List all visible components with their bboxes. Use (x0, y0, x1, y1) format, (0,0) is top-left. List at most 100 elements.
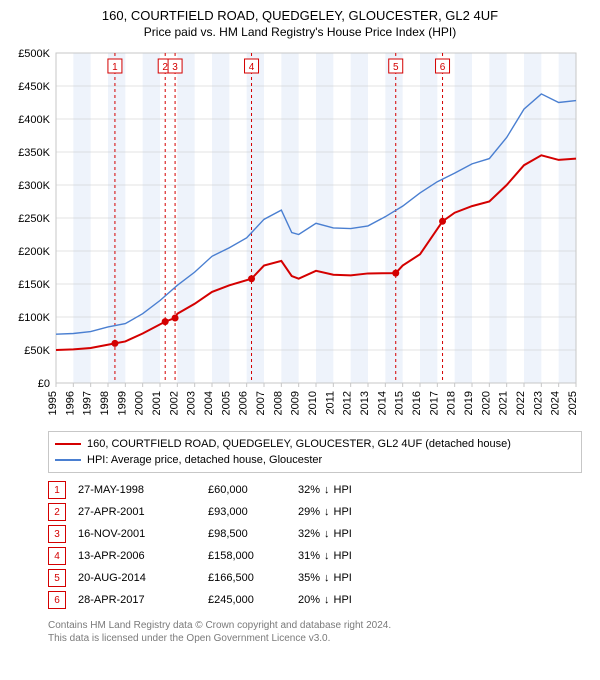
y-axis-label: £100K (18, 312, 50, 324)
y-axis-label: £50K (24, 345, 50, 357)
x-axis-label: 2025 (567, 391, 579, 415)
x-axis-label: 2016 (411, 391, 423, 415)
down-arrow-icon: ↓ (324, 484, 330, 496)
x-axis-label: 2005 (220, 391, 232, 415)
x-axis-label: 2006 (238, 391, 250, 415)
x-axis-label: 2013 (359, 391, 371, 415)
y-axis-label: £0 (38, 378, 50, 390)
legend-swatch (55, 459, 81, 461)
x-axis-label: 2020 (480, 391, 492, 415)
sale-marker (392, 270, 399, 277)
sale-marker (162, 318, 169, 325)
row-price: £93,000 (208, 506, 298, 518)
row-badge: 5 (48, 569, 66, 587)
sale-marker (439, 218, 446, 225)
x-axis-label: 1999 (116, 391, 128, 415)
x-axis-label: 2003 (186, 391, 198, 415)
price-chart: £0£50K£100K£150K£200K£250K£300K£350K£400… (8, 43, 592, 423)
sale-marker (111, 340, 118, 347)
legend-item: 160, COURTFIELD ROAD, QUEDGELEY, GLOUCES… (55, 436, 575, 452)
down-arrow-icon: ↓ (324, 528, 330, 540)
x-axis-label: 2017 (428, 391, 440, 415)
down-arrow-icon: ↓ (324, 506, 330, 518)
table-row: 5 20-AUG-2014£166,50035%↓HPI (48, 567, 582, 589)
footer-line: This data is licensed under the Open Gov… (48, 632, 582, 645)
legend-label: HPI: Average price, detached house, Glou… (87, 452, 322, 468)
y-axis-label: £300K (18, 180, 50, 192)
row-pct: 32%↓HPI (298, 528, 408, 540)
row-pct: 20%↓HPI (298, 594, 408, 606)
sale-badge-number: 3 (172, 62, 178, 73)
x-axis-label: 2018 (446, 391, 458, 415)
x-axis-label: 1997 (82, 391, 94, 415)
row-price: £166,500 (208, 572, 298, 584)
legend-label: 160, COURTFIELD ROAD, QUEDGELEY, GLOUCES… (87, 436, 511, 452)
row-badge: 1 (48, 481, 66, 499)
x-axis-label: 2015 (394, 391, 406, 415)
x-axis-label: 2021 (498, 391, 510, 415)
y-axis-label: £400K (18, 114, 50, 126)
row-badge: 4 (48, 547, 66, 565)
down-arrow-icon: ↓ (324, 572, 330, 584)
row-badge: 6 (48, 591, 66, 609)
table-row: 2 27-APR-2001£93,00029%↓HPI (48, 501, 582, 523)
row-pct: 31%↓HPI (298, 550, 408, 562)
x-axis-label: 2023 (532, 391, 544, 415)
y-axis-label: £200K (18, 246, 50, 258)
down-arrow-icon: ↓ (324, 550, 330, 562)
x-axis-label: 2011 (324, 391, 336, 415)
row-date: 13-APR-2006 (78, 550, 208, 562)
sale-marker (248, 275, 255, 282)
x-axis-label: 2009 (290, 391, 302, 415)
row-price: £158,000 (208, 550, 298, 562)
row-date: 16-NOV-2001 (78, 528, 208, 540)
row-date: 27-APR-2001 (78, 506, 208, 518)
row-price: £98,500 (208, 528, 298, 540)
sale-marker (172, 314, 179, 321)
x-axis-label: 2022 (515, 391, 527, 415)
x-axis-label: 2007 (255, 391, 267, 415)
chart-title: 160, COURTFIELD ROAD, QUEDGELEY, GLOUCES… (8, 8, 592, 23)
row-pct: 32%↓HPI (298, 484, 408, 496)
y-axis-label: £350K (18, 147, 50, 159)
chart-subtitle: Price paid vs. HM Land Registry's House … (8, 25, 592, 39)
sales-table: 127-MAY-1998£60,00032%↓HPI227-APR-2001£9… (48, 479, 582, 611)
sale-badge-number: 6 (440, 62, 446, 73)
row-price: £60,000 (208, 484, 298, 496)
x-axis-label: 2014 (376, 391, 388, 415)
sale-badge-number: 2 (162, 62, 168, 73)
row-pct: 29%↓HPI (298, 506, 408, 518)
footer-attribution: Contains HM Land Registry data © Crown c… (48, 619, 582, 645)
legend-item: HPI: Average price, detached house, Glou… (55, 452, 575, 468)
x-axis-label: 2019 (463, 391, 475, 415)
sale-badge-number: 4 (249, 62, 255, 73)
x-axis-label: 2001 (151, 391, 163, 415)
row-pct: 35%↓HPI (298, 572, 408, 584)
table-row: 4 13-APR-2006£158,00031%↓HPI (48, 545, 582, 567)
x-axis-label: 2004 (203, 391, 215, 415)
legend: 160, COURTFIELD ROAD, QUEDGELEY, GLOUCES… (48, 431, 582, 473)
x-axis-label: 2010 (307, 391, 319, 415)
down-arrow-icon: ↓ (324, 594, 330, 606)
y-axis-label: £500K (18, 48, 50, 60)
sale-badge-number: 1 (112, 62, 118, 73)
x-axis-label: 1998 (99, 391, 111, 415)
row-date: 28-APR-2017 (78, 594, 208, 606)
y-axis-label: £450K (18, 81, 50, 93)
legend-swatch (55, 443, 81, 445)
sale-badge-number: 5 (393, 62, 399, 73)
x-axis-label: 1996 (64, 391, 76, 415)
row-badge: 3 (48, 525, 66, 543)
y-axis-label: £150K (18, 279, 50, 291)
row-date: 27-MAY-1998 (78, 484, 208, 496)
table-row: 6 28-APR-2017£245,00020%↓HPI (48, 589, 582, 611)
x-axis-label: 2000 (134, 391, 146, 415)
table-row: 1 27-MAY-1998£60,00032%↓HPI (48, 479, 582, 501)
x-axis-label: 2008 (272, 391, 284, 415)
x-axis-label: 2002 (168, 391, 180, 415)
row-price: £245,000 (208, 594, 298, 606)
row-date: 20-AUG-2014 (78, 572, 208, 584)
row-badge: 2 (48, 503, 66, 521)
x-axis-label: 2012 (342, 391, 354, 415)
x-axis-label: 1995 (47, 391, 59, 415)
